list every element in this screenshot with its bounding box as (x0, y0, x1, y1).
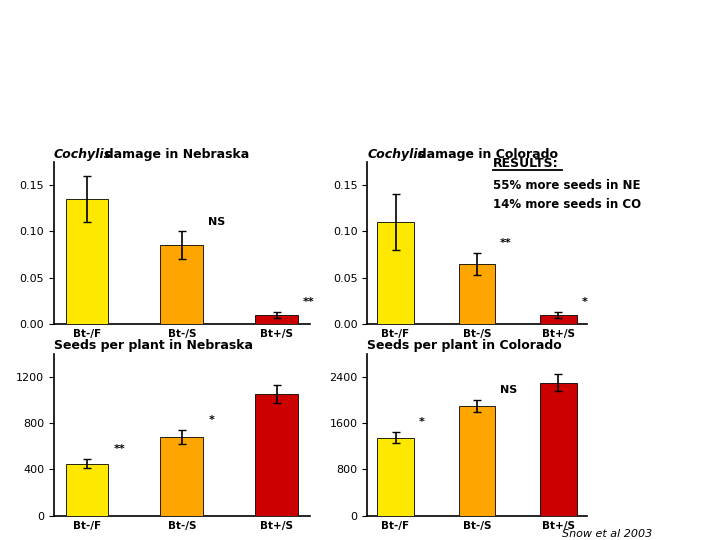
Text: **: ** (303, 297, 315, 307)
Bar (66, 464, 108, 516)
Bar (161, 437, 203, 516)
Bar (459, 264, 495, 324)
Text: NS: NS (500, 385, 517, 395)
Text: **: ** (114, 444, 125, 454)
Text: damage in Nebraska: damage in Nebraska (96, 147, 249, 161)
Bar (161, 245, 203, 324)
Text: NS: NS (208, 217, 225, 227)
Bar (540, 315, 577, 324)
Bar (66, 199, 108, 324)
Text: **: ** (500, 238, 512, 248)
Text: *: * (418, 417, 424, 427)
Text: Seeds per plant in Colorado: Seeds per plant in Colorado (367, 339, 562, 353)
Text: Gene flow: implications: Gene flow: implications (253, 23, 567, 47)
Bar (256, 315, 298, 324)
Text: transgene escape: transgene escape (292, 72, 528, 96)
Bar (256, 394, 298, 516)
Text: damage in Colorado: damage in Colorado (409, 147, 558, 161)
Bar (540, 383, 577, 516)
Text: Cochylis: Cochylis (367, 147, 426, 161)
Text: 55% more seeds in NE: 55% more seeds in NE (493, 179, 641, 192)
Bar (377, 222, 414, 324)
Text: Seeds per plant in Nebraska: Seeds per plant in Nebraska (54, 339, 253, 353)
Text: Cochylis: Cochylis (54, 147, 112, 161)
Text: Snow et al 2003: Snow et al 2003 (562, 529, 652, 539)
Text: 14% more seeds in CO: 14% more seeds in CO (493, 198, 642, 211)
Text: *: * (208, 415, 215, 425)
Bar (459, 406, 495, 516)
Bar (377, 437, 414, 516)
Text: *: * (581, 297, 588, 307)
Text: RESULTS:: RESULTS: (493, 157, 559, 171)
